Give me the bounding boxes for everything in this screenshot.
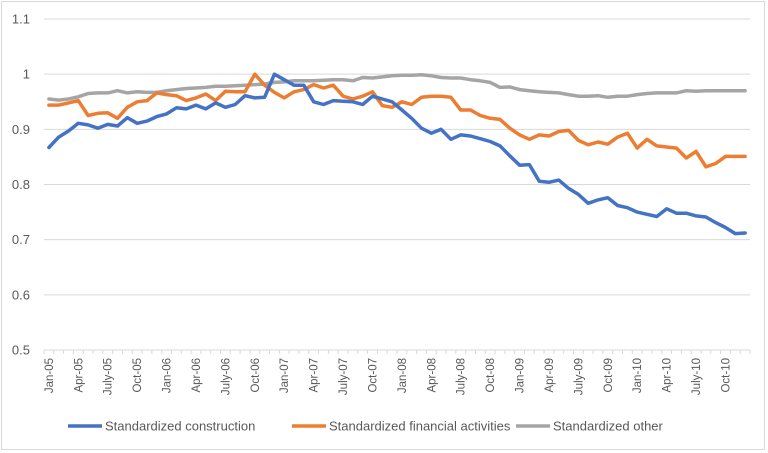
y-tick-label: 0.9: [12, 122, 30, 137]
x-tick-label: July-06: [220, 358, 232, 395]
x-tick-label: July-10: [691, 358, 703, 395]
x-tick-label: July-09: [573, 358, 585, 395]
legend: Standardized construction Standardized fi…: [68, 419, 664, 434]
y-tick-label: 1: [23, 67, 30, 82]
legend-label: Standardized construction: [105, 419, 255, 434]
x-tick-label: Jan-05: [44, 358, 56, 393]
y-tick-label: 0.6: [12, 287, 30, 302]
x-tick-label: Apr-08: [426, 358, 438, 393]
gridlines: [44, 18, 750, 296]
series-line-standardized-construction: [47, 72, 747, 236]
legend-label: Standardized financial activities: [329, 419, 511, 434]
x-tick-label: Apr-05: [73, 358, 85, 393]
x-tick-label: July-05: [103, 358, 115, 395]
series-lines: [47, 72, 747, 236]
x-tick-label: Oct-05: [132, 358, 144, 393]
legend-label: Standardized other: [553, 419, 664, 434]
x-tick-label: Jan-09: [515, 358, 527, 393]
x-tick-label: Apr-06: [191, 358, 203, 393]
x-tick-label: Oct-10: [720, 358, 732, 393]
x-tick-label: Apr-10: [662, 358, 674, 393]
x-axis: Jan-05 Apr-05 July-05 Oct-05 Jan-06 Apr-06 Jul…: [43, 349, 751, 395]
series-line-standardized-other: [47, 72, 747, 102]
y-tick-label: 1.1: [12, 12, 30, 27]
x-tick-label: Oct-06: [250, 358, 262, 393]
x-tick-label: Jan-07: [279, 358, 291, 393]
x-tick-label: Jan-10: [632, 358, 644, 393]
y-axis-ticks: 0.5 0.6 0.7 0.8 0.9 1 1.1: [12, 12, 30, 358]
x-tick-label: Apr-09: [544, 358, 556, 393]
x-tick-label: Oct-09: [603, 358, 615, 393]
y-tick-label: 0.5: [12, 343, 30, 358]
series-line-standardized-financial-activities: [47, 72, 747, 169]
x-tick-label: Oct-07: [367, 358, 379, 393]
y-tick-label: 0.8: [12, 177, 30, 192]
x-tick-label: July-07: [338, 358, 350, 395]
x-tick-label: July-08: [456, 358, 468, 395]
x-tick-label: Oct-08: [485, 358, 497, 393]
y-tick-label: 0.7: [12, 232, 30, 247]
x-tick-label: Apr-07: [309, 358, 321, 393]
x-tick-label: Jan-08: [397, 358, 409, 393]
x-tick-label: Jan-06: [162, 358, 174, 393]
